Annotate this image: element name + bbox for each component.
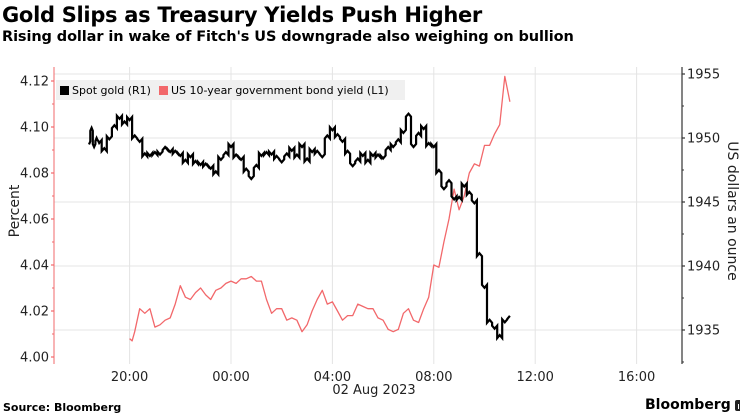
x-tick-label: 00:00 bbox=[212, 370, 249, 385]
brand-logo: Bloomberg bbox=[645, 397, 740, 413]
x-axis-date-label: 02 Aug 2023 bbox=[332, 383, 415, 398]
legend-swatch-yield bbox=[158, 85, 168, 95]
spot-gold-line bbox=[87, 112, 511, 342]
x-tick-label: 20:00 bbox=[111, 370, 148, 385]
source-note: Source: Bloomberg bbox=[3, 401, 122, 414]
x-axis: 20:00 00:00 04:00 08:00 12:00 16:00 bbox=[111, 370, 655, 385]
right-axis-title: US dollars an ounce bbox=[724, 141, 740, 280]
x-tick-label: 12:00 bbox=[516, 370, 553, 385]
x-tick-label: 16:00 bbox=[618, 370, 655, 385]
chart-subtitle: Rising dollar in wake of Fitch's US down… bbox=[2, 29, 574, 45]
right-y-axis: 1935 1940 1945 1950 1955 bbox=[681, 67, 720, 364]
right-tick-label: 1935 bbox=[687, 324, 720, 339]
x-tick-label: 08:00 bbox=[415, 370, 452, 385]
legend-label-yield: US 10-year government bond yield (L1) bbox=[170, 83, 389, 97]
legend-item-gold: Spot gold (R1) bbox=[60, 84, 151, 97]
x-tick-label: 04:00 bbox=[314, 370, 351, 385]
right-tick-label: 1945 bbox=[687, 196, 720, 211]
left-tick-label: 4.10 bbox=[20, 121, 49, 136]
bloomberg-chart-icon bbox=[734, 399, 740, 411]
left-tick-label: 4.06 bbox=[20, 213, 49, 228]
left-tick-label: 4.08 bbox=[20, 167, 49, 182]
left-tick-label: 4.12 bbox=[20, 75, 49, 90]
right-tick-label: 1940 bbox=[687, 260, 720, 275]
left-tick-label: 4.04 bbox=[20, 259, 49, 274]
legend-label-gold: Spot gold (R1) bbox=[72, 83, 151, 97]
left-axis-title: Percent bbox=[7, 184, 23, 237]
right-tick-label: 1955 bbox=[687, 68, 720, 83]
right-tick-label: 1950 bbox=[687, 132, 720, 147]
left-tick-label: 4.02 bbox=[20, 305, 49, 320]
left-y-axis: 4.00 4.02 4.04 4.06 4.08 4.10 4.12 bbox=[20, 67, 55, 366]
legend: Spot gold (R1) US 10-year government bon… bbox=[56, 80, 405, 100]
gridlines bbox=[54, 67, 682, 364]
legend-item-yield: US 10-year government bond yield (L1) bbox=[158, 83, 389, 97]
bond-yield-line bbox=[129, 75, 511, 342]
chart-title: Gold Slips as Treasury Yields Push Highe… bbox=[2, 3, 482, 27]
legend-swatch-gold bbox=[60, 85, 69, 95]
brand-name: Bloomberg bbox=[645, 397, 731, 413]
left-tick-label: 4.00 bbox=[20, 351, 49, 366]
